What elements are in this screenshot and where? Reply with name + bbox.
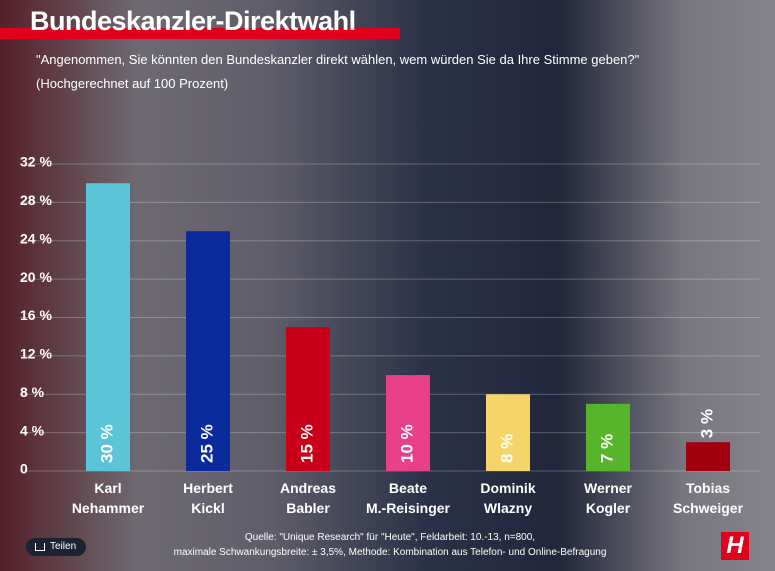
chart-title: Bundeskanzler-Direktwahl <box>30 6 356 36</box>
bar <box>486 394 530 471</box>
value-label: 30 % <box>97 424 116 463</box>
bar <box>386 375 430 471</box>
x-tick-label: Karl Nehammer <box>71 480 145 516</box>
value-label: 15 % <box>297 424 316 463</box>
y-tick-label: 20 % <box>20 269 52 285</box>
y-tick-label: 32 % <box>20 154 52 170</box>
x-tick-label: Dominik Wlazny <box>480 480 536 516</box>
y-tick-label: 0 <box>20 461 28 477</box>
title-underline <box>0 28 400 39</box>
x-tick-label: Herbert Kickl <box>183 480 233 516</box>
subtitle-note: (Hochgerechnet auf 100 Prozent) <box>36 76 229 91</box>
subtitle: "Angenommen, Sie könnten den Bundeskanzl… <box>36 52 640 67</box>
source: Quelle: "Unique Research" für "Heute", F… <box>173 532 607 558</box>
y-tick-label: 16 % <box>20 307 52 323</box>
value-label: 10 % <box>397 424 416 463</box>
y-tick-label: 8 % <box>20 384 45 400</box>
x-tick-label: Werner Kogler <box>584 480 632 516</box>
x-tick-label: Tobias Schweiger <box>672 480 744 516</box>
y-tick-label: 24 % <box>20 230 52 246</box>
value-label: 3 % <box>697 409 716 438</box>
bar <box>186 231 230 471</box>
value-label: 8 % <box>497 434 516 463</box>
x-tick-label: Beate M.-Reisinger <box>365 480 450 516</box>
bar <box>86 183 130 471</box>
y-tick-label: 12 % <box>20 346 52 362</box>
y-tick-label: 28 % <box>20 192 52 208</box>
bar <box>286 327 330 471</box>
bar <box>686 442 730 471</box>
value-label: 7 % <box>597 434 616 463</box>
share-button[interactable]: Teilen <box>26 538 87 556</box>
y-tick-label: 4 % <box>20 422 45 438</box>
x-tick-label: Andreas Babler <box>279 480 337 516</box>
bar <box>586 403 630 471</box>
value-label: 25 % <box>197 424 216 463</box>
logo: H <box>721 532 749 560</box>
